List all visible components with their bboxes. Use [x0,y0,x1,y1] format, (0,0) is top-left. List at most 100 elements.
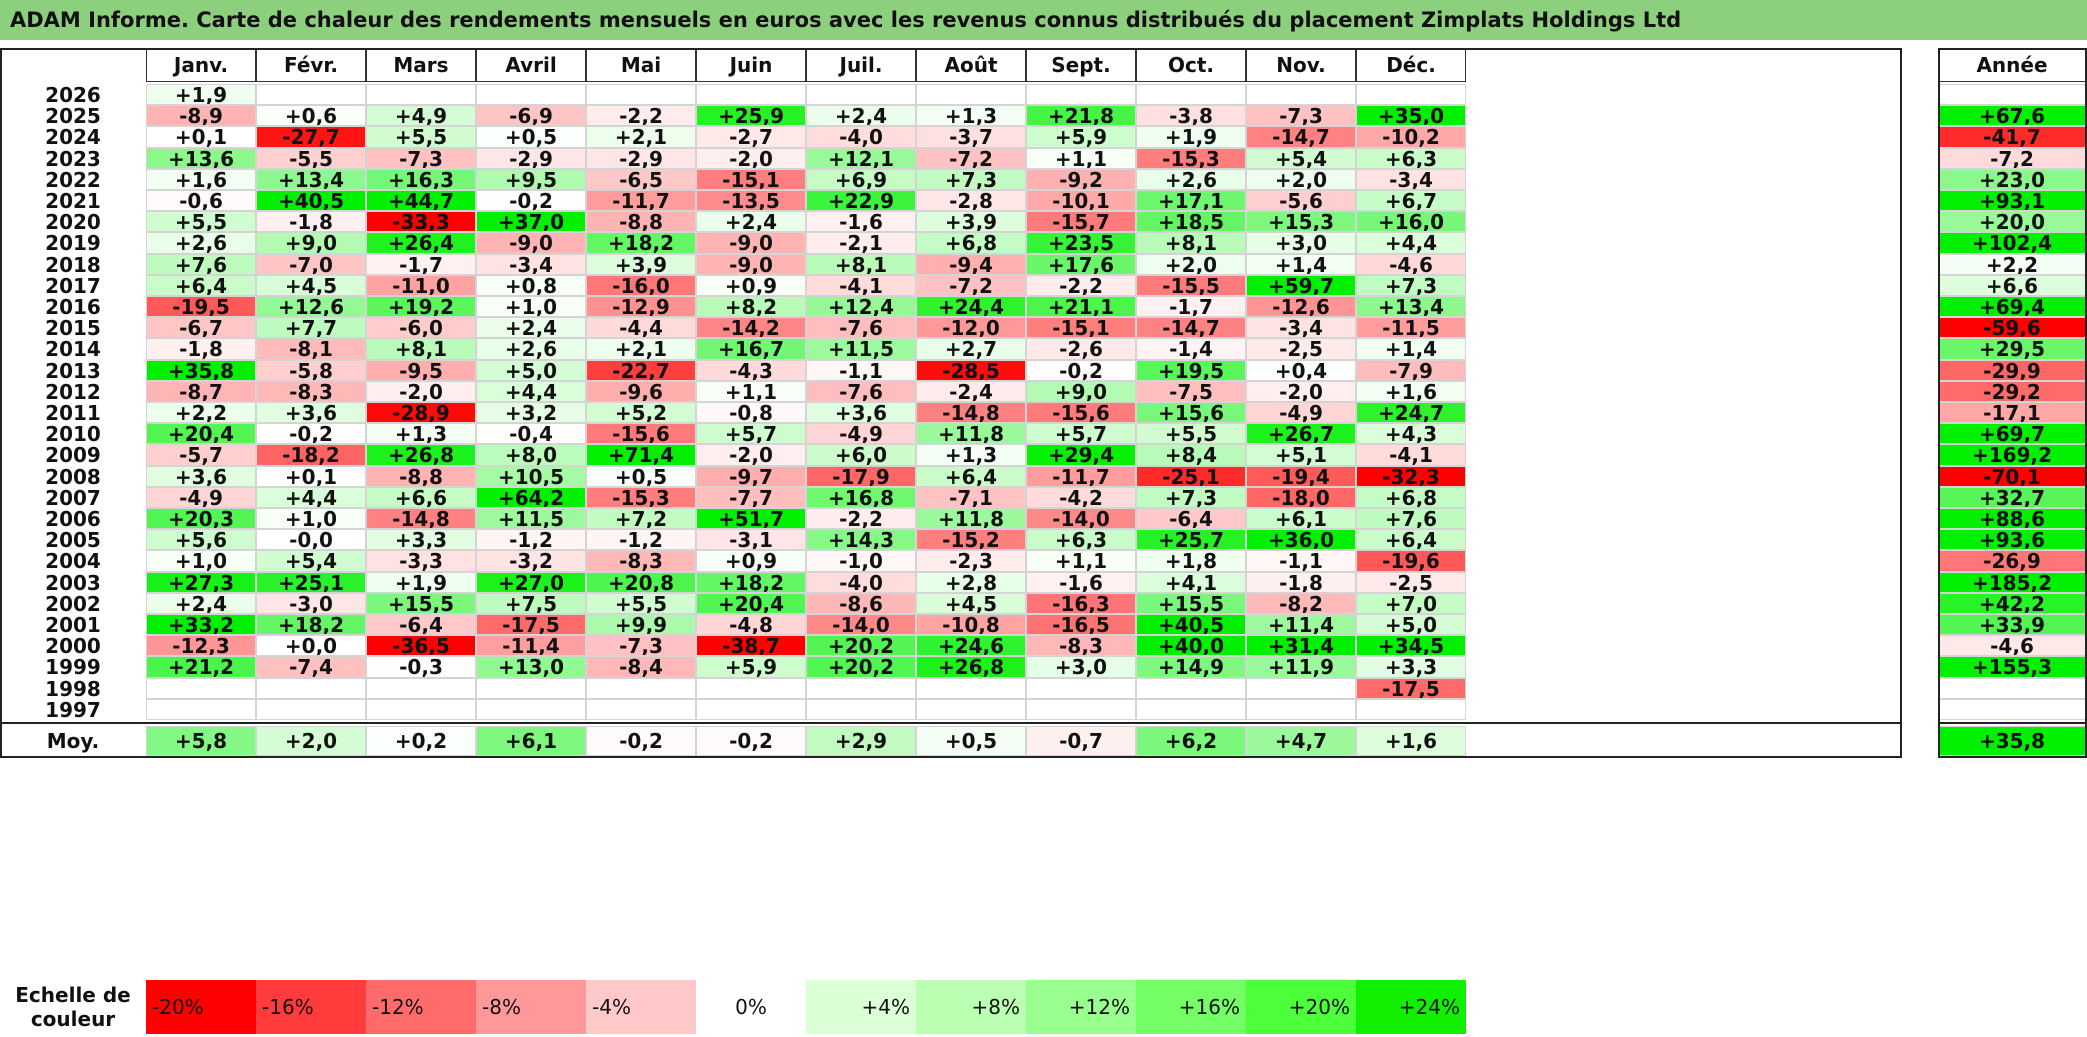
scale-swatch: 0% [696,980,806,1034]
heatmap-cell: -17,9 [806,466,916,487]
year-label: 2021 [45,190,101,211]
annual-cell: +93,6 [1938,529,2086,550]
heatmap-cell: +7,6 [1356,508,1466,529]
heatmap-cell: +1,0 [476,296,586,317]
heatmap-cell: +14,3 [806,529,916,550]
annual-average-cell: +35,8 [1938,726,2086,756]
heatmap-cell: -0,2 [256,423,366,444]
heatmap-cell: -7,2 [916,275,1026,296]
scale-swatch: -8% [476,980,586,1034]
heatmap-cell: +6,4 [146,275,256,296]
heatmap-cell: -3,1 [696,529,806,550]
heatmap-cell: +5,9 [696,656,806,678]
heatmap-cell: -16,5 [1026,614,1136,635]
heatmap-cell: +1,0 [146,550,256,572]
month-header: Nov. [1246,48,1356,82]
annual-cell [1938,678,2086,699]
heatmap-cell: +20,2 [806,656,916,678]
annual-cell: +33,9 [1938,614,2086,635]
year-label: 2008 [45,466,101,487]
heatmap-cell: -19,6 [1356,550,1466,572]
heatmap-cell: -8,3 [256,381,366,402]
heatmap-cell: -14,7 [1246,126,1356,148]
heatmap-cell: +6,3 [1356,148,1466,169]
heatmap-cell: -12,0 [916,317,1026,338]
heatmap-cell: -3,0 [256,593,366,614]
heatmap-cell: +59,7 [1246,275,1356,296]
heatmap-cell: -8,6 [806,593,916,614]
heatmap-cell: +2,0 [1136,254,1246,275]
heatmap-cell: +20,2 [806,635,916,656]
average-cell: +5,8 [146,726,256,756]
heatmap-cell [586,678,696,699]
annual-cell: +69,4 [1938,296,2086,317]
heatmap-cell: -4,8 [696,614,806,635]
month-header: Juil. [806,48,916,82]
annual-cell: +88,6 [1938,508,2086,529]
heatmap-cell: +0,1 [146,126,256,148]
heatmap-cell [1356,699,1466,720]
heatmap-cell: +3,6 [146,466,256,487]
heatmap-cell [1136,84,1246,105]
heatmap-cell: +26,8 [916,656,1026,678]
heatmap-cell: +35,8 [146,360,256,381]
year-label: 2009 [45,444,101,466]
year-label: 2001 [45,614,101,635]
heatmap-cell: +1,4 [1356,338,1466,360]
heatmap-cell: +20,4 [146,423,256,444]
heatmap-cell: +35,0 [1356,105,1466,126]
heatmap-cell: -8,8 [366,466,476,487]
heatmap-cell: +4,9 [366,105,476,126]
heatmap-cell: +15,5 [366,593,476,614]
heatmap-cell: +7,3 [916,169,1026,190]
heatmap-cell: +29,4 [1026,444,1136,466]
heatmap-cell: +0,1 [256,466,366,487]
heatmap-cell: +1,0 [256,508,366,529]
heatmap-cell: +3,6 [256,402,366,423]
heatmap-cell: +24,6 [916,635,1026,656]
scale-swatch: +16% [1136,980,1246,1034]
heatmap-cell: +0,5 [476,126,586,148]
year-label: 2023 [45,148,101,169]
heatmap-cell: -4,9 [806,423,916,444]
heatmap-cell: +4,3 [1356,423,1466,444]
heatmap-cell: +33,2 [146,614,256,635]
heatmap-cell: -2,2 [1026,275,1136,296]
heatmap-cell: +1,8 [1136,550,1246,572]
annual-cell: -7,2 [1938,148,2086,169]
heatmap-cell: -5,6 [1246,190,1356,211]
annual-cell: +93,1 [1938,190,2086,211]
heatmap-cell: -33,3 [366,211,476,232]
heatmap-cell: +19,2 [366,296,476,317]
heatmap-cell: -15,7 [1026,211,1136,232]
heatmap-cell: -6,0 [366,317,476,338]
annual-cell: +32,7 [1938,487,2086,508]
heatmap-cell: +9,0 [256,232,366,254]
average-cell: +0,2 [366,726,476,756]
heatmap-cell: -0,2 [1026,360,1136,381]
heatmap-cell: -14,8 [916,402,1026,423]
heatmap-cell: -7,3 [586,635,696,656]
heatmap-cell: +7,2 [586,508,696,529]
heatmap-cell [366,699,476,720]
heatmap-cell: +34,5 [1356,635,1466,656]
heatmap-cell [256,699,366,720]
average-label: Moy. [46,729,100,753]
heatmap-cell: +51,7 [696,508,806,529]
heatmap-cell: +5,0 [476,360,586,381]
heatmap-cell: +2,4 [476,317,586,338]
heatmap-cell: +9,9 [586,614,696,635]
heatmap-cell: +11,8 [916,508,1026,529]
heatmap-cell: -16,0 [586,275,696,296]
heatmap-cell: -4,2 [1026,487,1136,508]
annual-cell: +67,6 [1938,105,2086,126]
heatmap-cell: -16,3 [1026,593,1136,614]
heatmap-cell: +8,1 [1136,232,1246,254]
heatmap-cell: -7,3 [1246,105,1356,126]
month-header: Oct. [1136,48,1246,82]
heatmap-cell: +27,0 [476,572,586,593]
heatmap-cell: -12,9 [586,296,696,317]
heatmap-cell [146,699,256,720]
heatmap-cell [916,678,1026,699]
